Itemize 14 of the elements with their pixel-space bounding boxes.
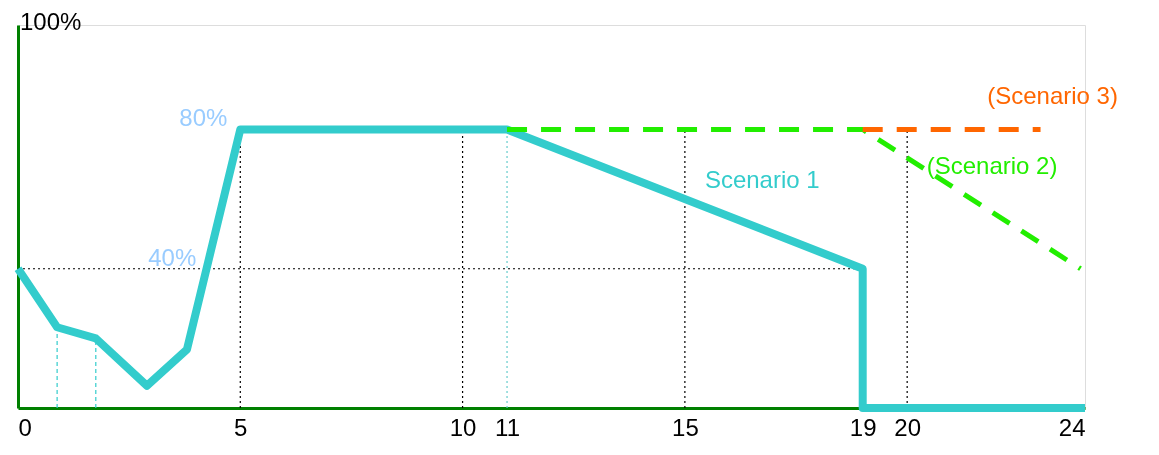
x-tick-label: 10 bbox=[449, 413, 477, 441]
x-tick-label: 0 bbox=[18, 413, 32, 441]
series-label: Scenario 1 bbox=[704, 166, 820, 194]
annotation: 80% bbox=[179, 104, 228, 132]
series-label: (Scenario 3) bbox=[987, 82, 1118, 110]
x-tick-label: 19 bbox=[849, 413, 877, 441]
series-label: (Scenario 2) bbox=[926, 152, 1058, 180]
annotation: 40% bbox=[148, 243, 197, 271]
x-tick-label: 5 bbox=[234, 413, 248, 441]
x-tick-label: 24 bbox=[1058, 413, 1086, 441]
x-tick-label: 11 bbox=[495, 413, 520, 441]
x-tick-label: 15 bbox=[672, 413, 699, 441]
x-tick-label: 20 bbox=[894, 413, 922, 441]
text: 100% bbox=[20, 8, 82, 35]
